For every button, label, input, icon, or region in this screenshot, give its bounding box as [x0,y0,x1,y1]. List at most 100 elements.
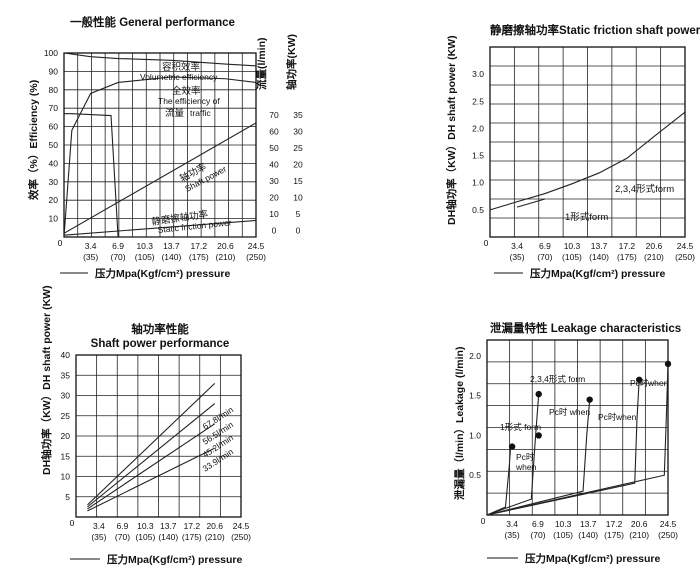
series-line [486,379,640,516]
chart-subtitle: Shaft power performance [91,338,230,350]
y-tick-label: 100 [44,48,58,58]
y-axis-label-flow: 流量(l/min) [255,38,268,91]
chart-title: 静磨擦轴功率Static friction shaft power [490,23,700,37]
x-tick-label-kgf: (140) [161,252,181,262]
series-line [489,111,686,211]
x-tick-label-kgf: (210) [216,252,236,262]
power-tick-label: 20 [293,160,303,170]
power-tick-label: 25 [293,143,303,153]
x-tick-label: 13.7 [160,521,177,531]
flow-tick-label: 0 [272,226,277,236]
x-tick-label-kgf: (210) [205,532,225,542]
leakage-annotation: when [615,412,637,422]
y-tick-label: 40 [61,350,71,360]
y-tick-label: 1.0 [472,178,484,188]
series-label: The efficiency of [158,96,220,106]
y-tick-label: 3.0 [472,69,484,79]
power-tick-label: 30 [293,127,303,137]
power-tick-label: 15 [293,176,303,186]
leakage-annotation: 2,3,4形式 form [530,374,585,384]
chart-2: 3.4(35) 6.9(70) 10.3(105) 13.7(140) 17.2(175… [445,23,700,280]
y-tick-label: 2.5 [472,96,484,106]
leakage-point [586,396,593,403]
x-axis-label: 压力Mpa(Kgf/cm²) pressure [95,267,231,280]
x-tick-label: 13.7 [163,241,180,251]
x-tick-label-kgf: (250) [246,252,266,262]
x-tick-label: 3.4 [93,521,105,531]
y-tick-label: 30 [49,177,59,187]
series-line [516,198,546,208]
origin-label: 0 [484,238,489,248]
x-tick-label: 3.4 [506,519,518,529]
x-tick-label: 6.9 [117,521,129,531]
y-tick-label: 50 [49,140,59,150]
chart-3: 3.4(35) 6.9(70) 10.3(105) 13.7(140) 17.2(175… [40,285,251,566]
grid [64,53,256,237]
x-tick-label-kgf: (140) [158,532,178,542]
leakage-annotation: Pc时 when [549,407,590,417]
x-tick-label: 10.3 [136,241,153,251]
grid [76,355,241,517]
y-tick-label: 0.5 [469,470,481,480]
x-tick-label-kgf: (35) [91,532,106,542]
x-tick-label-kgf: (70) [111,252,126,262]
y-tick-label: 35 [61,370,71,380]
y-tick-label: 90 [49,66,59,76]
flow-tick-label: 60 [269,127,279,137]
series-line [63,52,257,67]
chart-title: 一般性能 General performance [70,15,235,29]
leakage-point [535,390,542,398]
power-tick-label: 0 [296,226,301,236]
x-tick-label: 3.4 [511,241,523,251]
series-line [63,219,257,236]
x-tick-label: 20.6 [631,519,648,529]
series-label: 容积效率 [162,61,201,73]
y-tick-label: 0.5 [472,205,484,215]
x-tick-label-kgf: (70) [537,252,552,262]
x-tick-label-kgf: (175) [617,252,637,262]
y-tick-label: 40 [49,158,59,168]
leakage-point [664,360,672,368]
leakage-annotation: Pc时 [598,412,617,422]
chart-1: 3.4(35) 6.9(70) 10.3(105) 13.7(140) 17.2(175… [27,15,303,280]
plot-frame [489,46,686,238]
leakage-annotation: when [647,378,669,388]
x-tick-label: 10.3 [555,519,572,529]
x-tick-label: 17.2 [184,521,201,531]
series-line [87,447,215,512]
series-line [63,76,257,238]
leakage-point [535,432,542,439]
x-tick-label: 24.5 [233,521,250,531]
leakage-point [508,443,516,450]
x-tick-label-kgf: (70) [530,530,545,540]
x-tick-label: 13.7 [580,519,597,529]
x-tick-label: 17.2 [619,241,636,251]
x-tick-label: 24.5 [660,519,677,529]
y-axis-label: 泄漏量（l/min）Leakage (l/min) [453,347,466,500]
x-tick-label-kgf: (105) [135,252,155,262]
y-tick-label: 10 [49,214,59,224]
y-axis-label: 效率（%）Efficiency (%) [27,80,40,200]
x-tick-label-kgf: (210) [644,252,664,262]
flow-tick-label: 40 [269,160,279,170]
series-line [64,113,256,238]
x-tick-label: 6.9 [539,241,551,251]
grid [490,47,685,237]
x-tick-label-kgf: (250) [658,530,678,540]
power-tick-label: 35 [293,110,303,120]
x-tick-label: 17.2 [191,241,208,251]
series-line [87,382,216,506]
x-tick-label: 24.5 [677,241,694,251]
origin-label: 0 [481,516,486,526]
y-tick-label: 1.5 [469,391,481,401]
plot-frame [75,354,242,518]
y-tick-label: 25 [61,411,71,421]
x-tick-label-kgf: (140) [578,530,598,540]
x-tick-label: 10.3 [564,241,581,251]
x-tick-label-kgf: (35) [509,252,524,262]
series-line [63,122,257,234]
x-tick-label-kgf: (105) [553,530,573,540]
x-tick-label: 6.9 [532,519,544,529]
origin-label: 0 [58,238,63,248]
